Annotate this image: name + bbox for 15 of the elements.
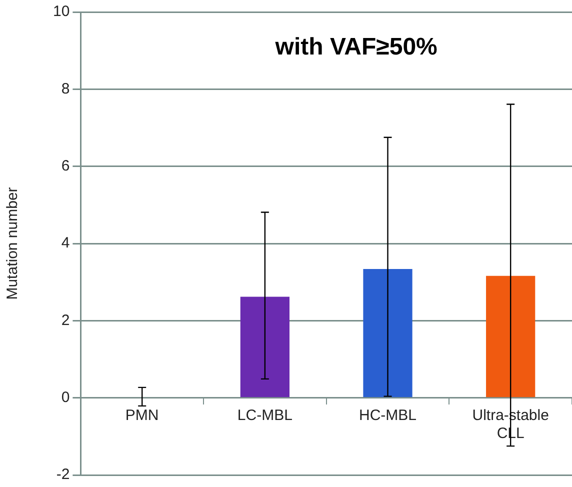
y-tick-label: -2 bbox=[56, 466, 70, 484]
bar bbox=[240, 296, 290, 398]
y-tick-label: 2 bbox=[61, 312, 70, 329]
y-tick-label: 4 bbox=[61, 234, 70, 252]
bar bbox=[363, 268, 412, 398]
y-axis-title: Mutation number bbox=[4, 187, 22, 300]
y-tick-label: 10 bbox=[52, 3, 70, 20]
x-tick-label: HC-MBL bbox=[359, 406, 417, 424]
bar bbox=[486, 276, 536, 398]
y-tick-label: 0 bbox=[61, 388, 70, 406]
x-tick-label: PMN bbox=[125, 406, 159, 424]
text: with VAF≥50% bbox=[274, 34, 438, 61]
x-tick-label: LC-MBL bbox=[237, 406, 292, 424]
y-tick-label: 6 bbox=[61, 157, 70, 174]
y-tick-label: 8 bbox=[61, 80, 70, 98]
